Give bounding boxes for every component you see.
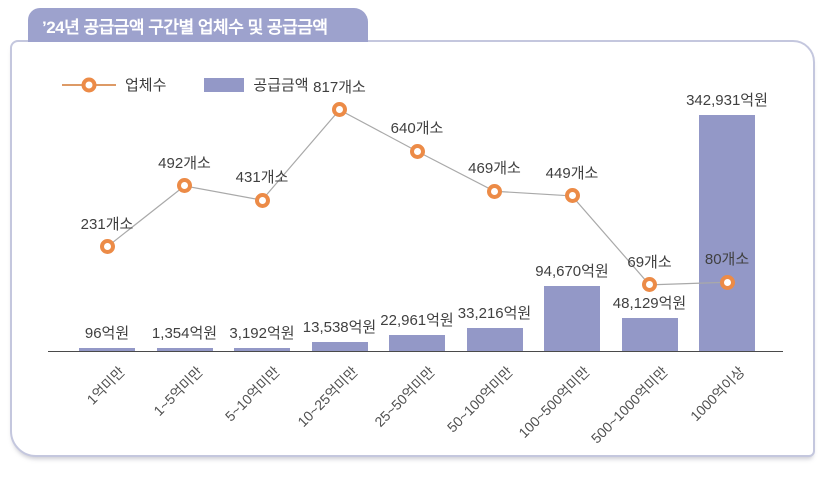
line-marker-point [487, 183, 502, 199]
supply-bar [544, 286, 600, 351]
line-value-label: 69개소 [627, 253, 672, 271]
page-title: ’24년 공급금액 구간별 업체수 및 공급금액 [42, 17, 328, 37]
line-value-label: 80개소 [704, 251, 750, 269]
line-marker-point [642, 277, 657, 293]
line-marker-icon [62, 77, 116, 92]
supply-bar [156, 348, 213, 351]
line-marker-point [177, 178, 192, 194]
line-value-label: 492개소 [158, 154, 211, 172]
plot-area: 1억미만 1~5억미만 5~10억미만 10~25억미만 25~50억미만 50~100억… [48, 42, 783, 446]
line-value-label: 431개소 [235, 169, 289, 187]
legend-item-supply: 공급금액 [204, 74, 309, 95]
line-marker-point [254, 192, 270, 208]
legend-label-companies: 업체수 [125, 77, 167, 94]
x-axis-line [48, 351, 783, 352]
line-value-label: 817개소 [313, 78, 366, 96]
bar-value-label: 48,129억원 [612, 295, 687, 312]
bar-value-label: 3,192억원 [229, 325, 295, 342]
legend-item-companies: 업체수 [62, 74, 166, 95]
line-marker-point [564, 188, 580, 204]
supply-bar [79, 348, 135, 351]
supply-bar [234, 348, 290, 351]
supply-bar [699, 115, 755, 351]
supply-bar [466, 328, 523, 351]
bar-swatch-icon [204, 77, 245, 92]
bar-value-label: 33,216억원 [457, 305, 532, 322]
legend-ring-icon [81, 77, 97, 92]
line-value-label: 449개소 [545, 164, 599, 182]
line-marker-point [99, 239, 115, 255]
supply-bar [311, 342, 368, 351]
bar-value-label: 22,961억원 [380, 312, 454, 329]
chart-title-tab: ’24년 공급금액 구간별 업체수 및 공급금액 [28, 8, 368, 42]
chart-panel: 업체수 공급금액 1억미만 1~5억미만 5~10억미만 10~25억미만 25~50억… [10, 40, 815, 457]
bar-value-label: 94,670억원 [535, 263, 609, 280]
line-value-label: 640개소 [390, 120, 444, 138]
bar-value-label: 1,354억원 [151, 325, 218, 342]
line-value-label: 469개소 [468, 160, 521, 178]
legend-label-supply: 공급금액 [253, 77, 309, 94]
line-marker-point [719, 274, 735, 290]
bar-value-label: 96억원 [84, 325, 130, 342]
bar-value-label: 342,931억원 [686, 92, 768, 109]
bar-value-label: 13,538억원 [302, 319, 377, 336]
line-marker-point [332, 102, 347, 118]
legend: 업체수 공급금액 [62, 74, 309, 95]
line-marker-point [409, 143, 425, 159]
supply-bar [389, 335, 445, 351]
supply-bar [621, 318, 678, 351]
line-value-label: 231개소 [80, 215, 134, 233]
